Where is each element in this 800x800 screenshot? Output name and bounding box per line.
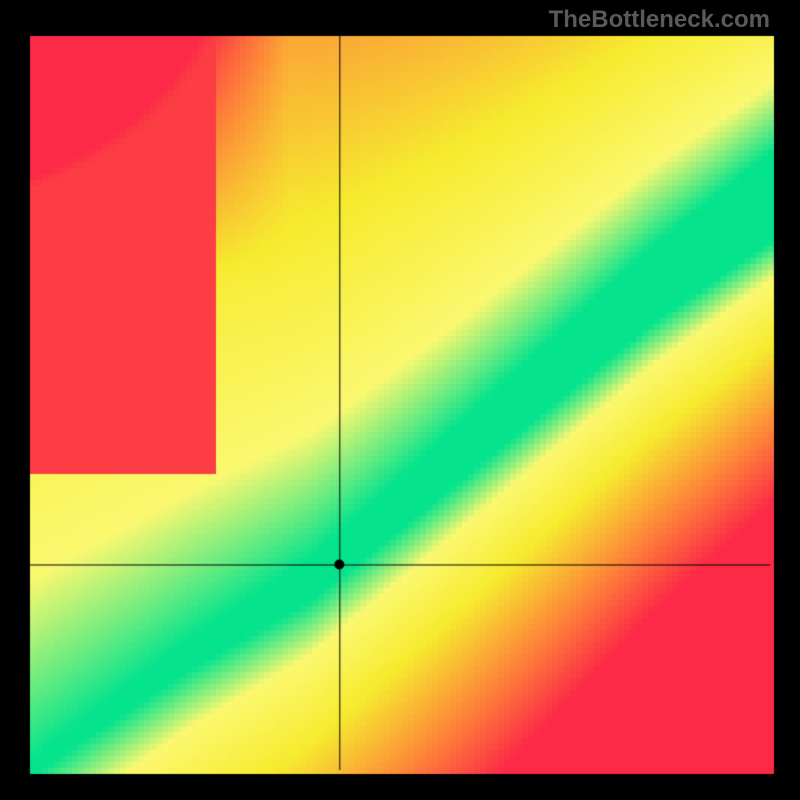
image-frame: TheBottleneck.com: [0, 0, 800, 800]
watermark-text: TheBottleneck.com: [549, 6, 770, 34]
bottleneck-heatmap: [0, 0, 800, 800]
